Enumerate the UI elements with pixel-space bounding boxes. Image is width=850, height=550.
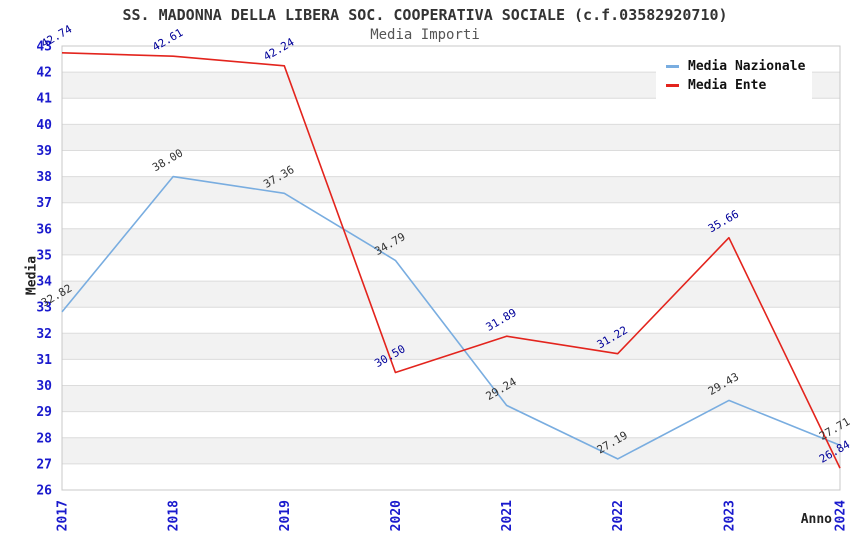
band	[62, 124, 840, 151]
y-tick-label: 32	[36, 327, 52, 342]
media-ente-line-icon	[666, 84, 679, 87]
y-tick-label: 36	[36, 222, 52, 237]
y-tick-label: 38	[36, 170, 52, 185]
legend: Media Nazionale Media Ente	[656, 51, 812, 101]
y-tick-label: 42	[36, 66, 52, 81]
x-tick-label: 2024	[834, 500, 849, 531]
band	[62, 228, 840, 255]
y-tick-label: 29	[36, 405, 52, 420]
chart-subtitle: Media Importi	[370, 27, 480, 43]
y-tick-label: 41	[36, 92, 52, 107]
band	[62, 333, 840, 360]
media-nazionale-line-icon	[666, 65, 679, 68]
x-axis-label: Anno	[800, 512, 832, 527]
x-tick-label: 2021	[500, 500, 515, 531]
x-tick-label: 2023	[722, 500, 737, 531]
legend-item-media-ente: Media Ente	[666, 76, 812, 95]
band	[62, 437, 840, 464]
x-tick-label: 2019	[278, 500, 293, 531]
series-line-media-ente	[61, 52, 841, 469]
x-tick-label: 2017	[56, 500, 71, 531]
band	[62, 176, 840, 203]
y-tick-label: 37	[36, 196, 52, 211]
y-tick-label: 40	[36, 118, 52, 133]
y-tick-label: 30	[36, 379, 52, 394]
y-tick-label: 39	[36, 144, 52, 159]
x-tick-label: 2022	[611, 500, 626, 531]
y-tick-label: 31	[36, 353, 52, 368]
y-tick-label: 27	[36, 457, 52, 472]
legend-label-media-nazionale: Media Nazionale	[688, 59, 806, 74]
x-tick-label: 2020	[389, 500, 404, 531]
y-tick-label: 26	[36, 484, 52, 499]
legend-label-media-ente: Media Ente	[688, 78, 767, 93]
x-tick-label: 2018	[167, 500, 182, 531]
y-tick-label: 34	[36, 275, 52, 290]
plot-border	[61, 45, 841, 491]
chart-title: SS. MADONNA DELLA LIBERA SOC. COOPERATIV…	[122, 6, 728, 24]
band	[62, 385, 840, 412]
data-label: 42.24	[261, 35, 297, 63]
series-line-media-nazionale	[61, 175, 841, 460]
y-tick-label: 33	[36, 301, 52, 316]
y-tick-label: 28	[36, 431, 52, 446]
y-tick-label: 43	[36, 40, 52, 55]
y-tick-label: 35	[36, 248, 52, 263]
band	[62, 281, 840, 308]
data-label: 42.61	[150, 26, 185, 54]
legend-item-media-nazionale: Media Nazionale	[666, 57, 812, 76]
data-label: 31.89	[484, 306, 519, 334]
